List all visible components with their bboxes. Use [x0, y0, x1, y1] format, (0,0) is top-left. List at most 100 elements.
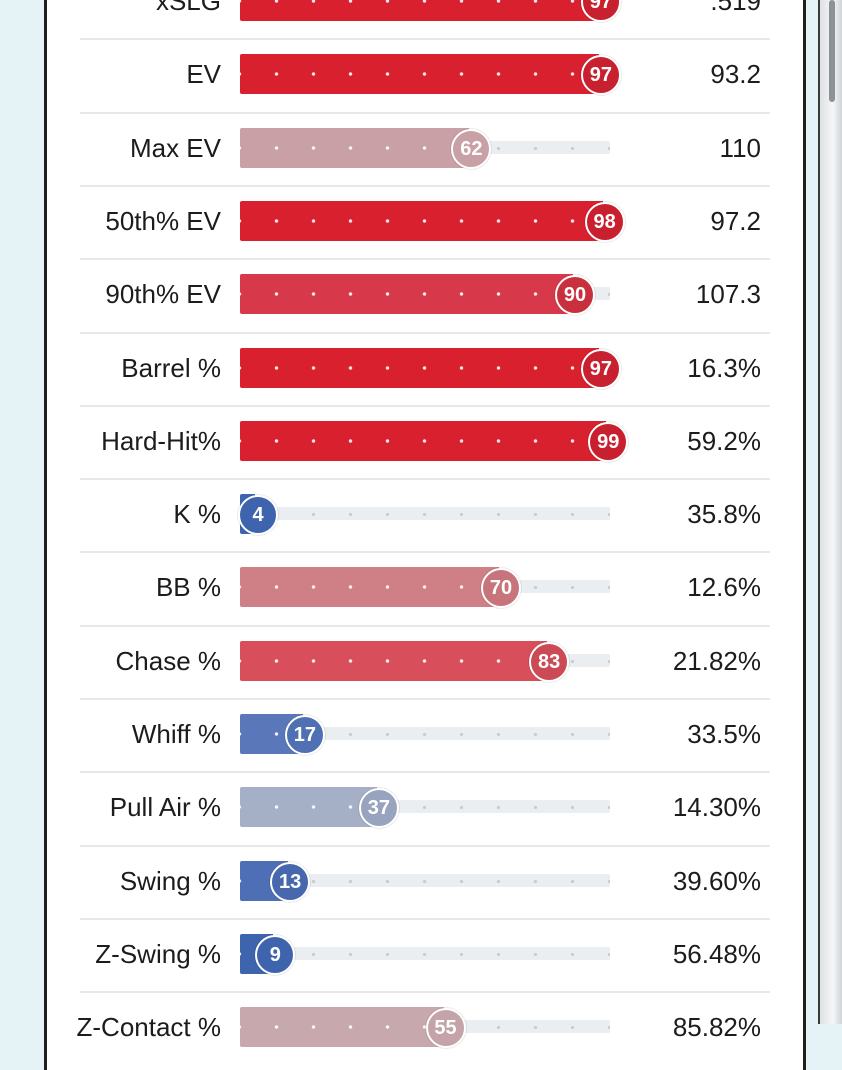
metric-row: BB % 70 12.6%: [0, 551, 842, 624]
fill-dots: [240, 145, 470, 150]
metric-value: 16.3%: [687, 352, 761, 383]
row-divider: [80, 404, 770, 407]
percentile-fill-bar: [240, 0, 599, 21]
metric-value: 107.3: [695, 279, 761, 310]
percentile-badge[interactable]: 4: [238, 495, 278, 536]
metric-label: xSLG: [155, 0, 221, 16]
metric-row: Whiff % 17 33.5%: [0, 698, 842, 771]
metric-value: 12.6%: [687, 572, 761, 603]
percentile-badge[interactable]: 97: [580, 348, 621, 389]
percentile-badge[interactable]: 17: [284, 715, 325, 755]
metric-label: Barrel %: [121, 352, 221, 383]
device-frame-edge: [818, 0, 842, 1024]
metric-row: 50th% EV 98 97.2: [0, 184, 842, 258]
metric-value: 110: [719, 132, 761, 163]
percentile-badge[interactable]: 62: [451, 128, 492, 169]
percentile-fill-bar: [240, 420, 607, 461]
fill-dots: [240, 878, 289, 883]
metric-value: 97.2: [710, 205, 761, 236]
row-divider: [80, 184, 770, 187]
track-dots: [240, 513, 610, 517]
metric-row: 90th% EV 90 107.3: [0, 258, 842, 331]
metric-row: K % 4 35.8%: [0, 478, 842, 551]
scrollbar-thumb[interactable]: [829, 0, 835, 102]
metric-label: K %: [173, 499, 221, 530]
metric-label: Pull Air %: [109, 792, 221, 823]
row-divider: [80, 111, 770, 114]
percentile-badge[interactable]: 13: [270, 861, 311, 902]
fill-dots: [240, 805, 377, 810]
percentile-badge[interactable]: 37: [358, 788, 399, 829]
fill-dots: [240, 218, 603, 223]
metric-value: 21.82%: [672, 645, 761, 676]
row-divider: [80, 771, 770, 774]
row-divider: [80, 551, 770, 554]
metric-label: Swing %: [119, 865, 221, 896]
track-dots: [240, 733, 610, 736]
metric-row: Swing % 13 39.60%: [0, 844, 842, 918]
fill-dots: [240, 585, 499, 590]
metric-value: 14.30%: [672, 792, 761, 823]
metric-label: Max EV: [129, 132, 221, 163]
metric-label: 90th% EV: [105, 279, 221, 310]
metric-row: xSLG 97.519: [0, 0, 842, 38]
track-dots: [240, 806, 610, 810]
percentile-fill-bar: [240, 200, 603, 241]
row-divider: [80, 478, 770, 481]
metric-value: 85.82%: [672, 1012, 761, 1043]
row-divider: [80, 991, 770, 994]
row-divider: [80, 38, 770, 41]
metric-label: Z-Swing %: [95, 938, 221, 969]
percentile-fill-bar: [240, 640, 548, 681]
metric-label: Z-Contact %: [76, 1012, 222, 1043]
percentile-fill-bar: [240, 274, 573, 315]
metric-row: EV 97 93.2: [0, 38, 842, 111]
metric-value: 39.60%: [672, 865, 761, 896]
row-divider: [80, 624, 770, 627]
row-divider: [80, 844, 770, 847]
percentile-badge[interactable]: 99: [588, 421, 629, 462]
metric-value: 56.48%: [672, 938, 761, 969]
fill-dots: [240, 0, 599, 3]
metric-label: Hard-Hit%: [101, 425, 221, 456]
row-divider: [80, 331, 770, 334]
metric-label: EV: [186, 59, 221, 90]
percentile-fill-bar: [240, 127, 470, 168]
fill-dots: [240, 72, 599, 77]
metric-value: 59.2%: [687, 425, 761, 456]
percentile-badge[interactable]: 97: [580, 55, 621, 96]
row-divider: [80, 258, 770, 261]
fill-dots: [240, 365, 599, 370]
track-dots: [240, 879, 610, 883]
row-divider: [80, 917, 770, 920]
percentile-badge[interactable]: 90: [555, 275, 595, 316]
metric-row: Max EV 62 110: [0, 111, 842, 185]
percentile-badge[interactable]: 55: [425, 1008, 466, 1049]
fill-dots: [240, 658, 548, 663]
metric-label: 50th% EV: [105, 205, 221, 236]
percentile-badge[interactable]: 83: [529, 641, 570, 682]
percentile-badge[interactable]: 9: [255, 934, 296, 975]
metric-value: .519: [710, 0, 761, 16]
metric-row: Barrel % 97 16.3%: [0, 331, 842, 405]
fill-dots: [240, 732, 303, 736]
metric-row: Pull Air % 37 14.30%: [0, 771, 842, 844]
metric-row: Hard-Hit% 99 59.2%: [0, 404, 842, 478]
metric-label: Chase %: [115, 645, 222, 676]
metric-row: Z-Contact % 55 85.82%: [0, 991, 842, 1064]
row-divider: [80, 698, 770, 700]
metric-label: BB %: [155, 572, 221, 603]
fill-dots: [240, 1025, 444, 1030]
metric-row: Z-Swing % 9 56.48%: [0, 917, 842, 991]
track-dots: [240, 952, 610, 956]
metric-value: 33.5%: [687, 719, 761, 749]
percentile-fill-bar: [240, 347, 599, 388]
fill-dots: [240, 292, 573, 297]
percentile-badge[interactable]: 98: [584, 201, 625, 242]
metric-row: Chase % 83 21.82%: [0, 624, 842, 698]
metric-value: 93.2: [710, 59, 761, 90]
percentile-fill-bar: [240, 1007, 444, 1048]
percentile-fill-bar: [240, 54, 599, 95]
percentile-rankings-card: [44, 0, 806, 1070]
percentile-badge[interactable]: 70: [481, 568, 521, 609]
